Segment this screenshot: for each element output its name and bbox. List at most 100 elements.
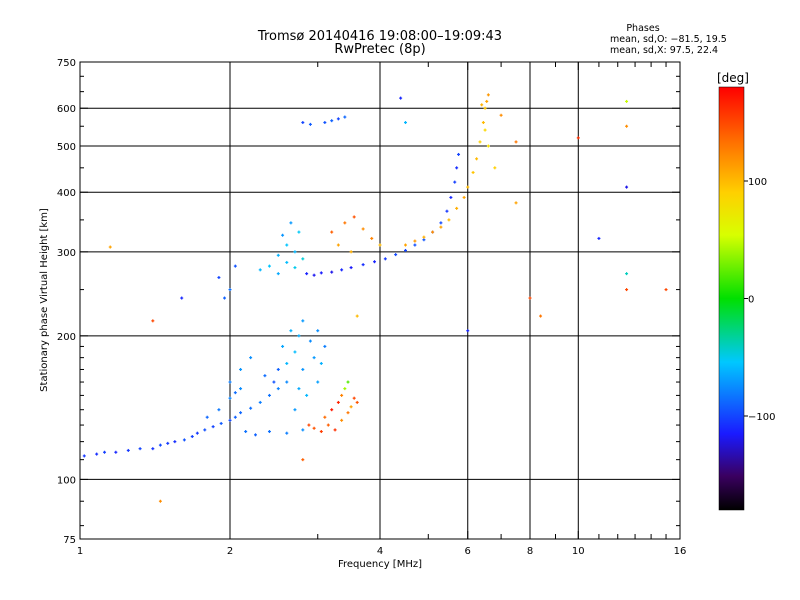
- data-point: [528, 296, 532, 300]
- data-point: [276, 272, 280, 276]
- y-tick-label: 600: [57, 104, 76, 115]
- data-point: [439, 221, 443, 225]
- y-tick-label: 100: [57, 475, 76, 486]
- data-point: [625, 124, 629, 128]
- data-point: [576, 136, 580, 140]
- data-point: [449, 195, 453, 199]
- data-point: [233, 415, 237, 419]
- data-point: [514, 140, 518, 144]
- data-point: [457, 152, 461, 156]
- x-axis-label: Frequency [MHz]: [338, 559, 422, 570]
- data-point: [625, 185, 629, 189]
- data-point: [312, 356, 316, 360]
- x-tick-label: 6: [465, 546, 471, 557]
- data-point: [233, 391, 237, 395]
- data-point: [195, 431, 199, 435]
- y-tick-label: 200: [57, 332, 76, 343]
- data-point: [293, 250, 297, 254]
- data-point: [253, 433, 257, 437]
- data-point: [126, 448, 130, 452]
- data-point: [462, 195, 466, 199]
- colorbar-unit: [deg]: [717, 71, 749, 85]
- data-point: [403, 243, 407, 247]
- x-tick-label: 2: [227, 546, 233, 557]
- data-point: [349, 405, 353, 409]
- data-point: [95, 452, 99, 456]
- data-point: [455, 206, 459, 210]
- data-point: [336, 400, 340, 404]
- data-point: [223, 296, 227, 300]
- data-point: [285, 431, 289, 435]
- data-point: [330, 270, 334, 274]
- data-point: [361, 227, 365, 231]
- data-point: [403, 121, 407, 125]
- data-point: [422, 235, 426, 239]
- data-point: [319, 361, 323, 365]
- data-point: [514, 201, 518, 205]
- data-point: [403, 248, 407, 252]
- data-point: [346, 380, 350, 384]
- data-point: [370, 236, 374, 240]
- data-point: [151, 447, 155, 451]
- data-point: [281, 233, 285, 237]
- data-point: [249, 356, 253, 360]
- data-point: [276, 367, 280, 371]
- colorbar: [718, 86, 745, 511]
- data-point: [103, 450, 107, 454]
- y-axis-label: Stationary phase Virtual Height [km]: [39, 208, 50, 392]
- data-point: [475, 157, 479, 161]
- data-point: [158, 443, 162, 447]
- data-point: [323, 344, 327, 348]
- data-point: [305, 272, 309, 276]
- x-tick-label: 4: [377, 546, 383, 557]
- data-point: [330, 230, 334, 234]
- data-point: [289, 221, 293, 225]
- data-point: [439, 225, 443, 229]
- data-point: [399, 96, 403, 100]
- data-point: [352, 396, 356, 400]
- data-point: [228, 418, 232, 422]
- data-point: [493, 166, 497, 170]
- data-point: [483, 106, 487, 110]
- data-point: [258, 400, 262, 404]
- y-axis-ticks: 75 100 200 300 400 500 600 750: [57, 58, 680, 546]
- data-point: [333, 428, 337, 432]
- data-point: [471, 170, 475, 174]
- y-tick-label: 300: [57, 248, 76, 259]
- data-point: [346, 411, 350, 415]
- data-point: [486, 144, 490, 148]
- data-point: [308, 122, 312, 126]
- data-point: [431, 230, 435, 234]
- y-tick-label: 500: [57, 142, 76, 153]
- x-tick-label: 8: [527, 546, 533, 557]
- data-point: [138, 447, 142, 451]
- data-point: [228, 288, 232, 292]
- data-point: [349, 250, 353, 254]
- data-point: [340, 393, 344, 397]
- data-point: [340, 268, 344, 272]
- data-point: [413, 239, 417, 243]
- data-point: [173, 440, 177, 444]
- data-point: [413, 243, 417, 247]
- data-point: [301, 367, 305, 371]
- data-point: [219, 421, 223, 425]
- data-point: [203, 428, 207, 432]
- phases-line-x: mean, sd,X: 97.5, 22.4: [610, 45, 718, 56]
- data-point: [233, 264, 237, 268]
- phases-heading: Phases: [626, 23, 659, 34]
- data-point: [180, 296, 184, 300]
- data-point: [267, 430, 271, 434]
- data-point: [285, 260, 289, 264]
- data-point: [263, 374, 267, 378]
- data-point: [378, 243, 382, 247]
- data-point: [297, 230, 301, 234]
- phases-line-o: mean, sd,O: −81.5, 19.5: [610, 34, 727, 45]
- data-point: [453, 180, 457, 184]
- data-point: [285, 243, 289, 247]
- data-point: [323, 415, 327, 419]
- data-point: [308, 339, 312, 343]
- x-tick-label: 16: [674, 546, 687, 557]
- data-point: [481, 121, 485, 125]
- x-axis-ticks: 1 2 4 6 8 10 16: [77, 62, 687, 557]
- data-point: [217, 408, 221, 412]
